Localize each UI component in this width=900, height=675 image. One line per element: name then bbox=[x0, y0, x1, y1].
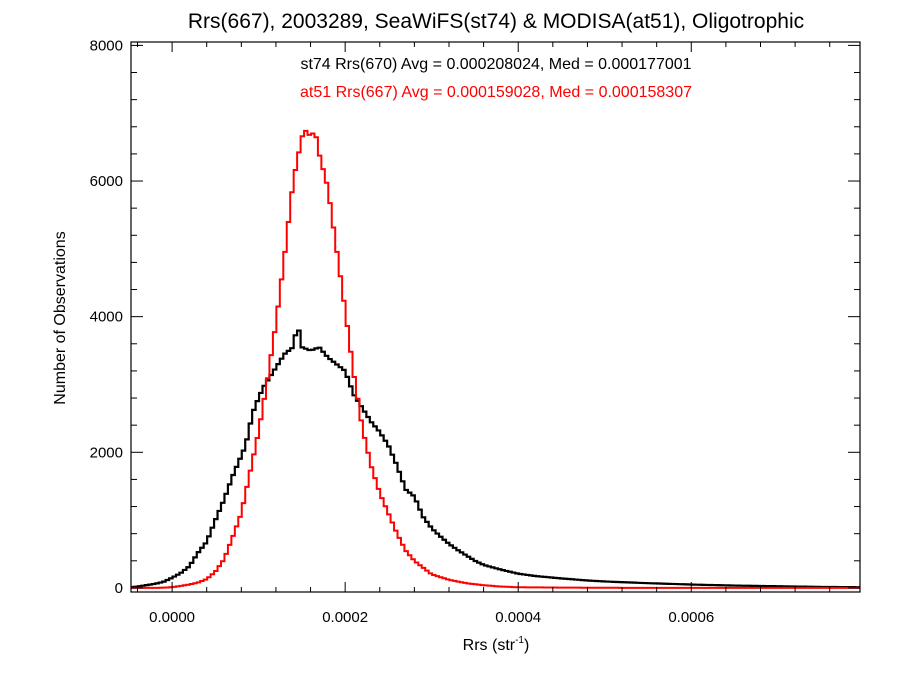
plot-frame bbox=[130, 41, 861, 593]
x-axis-label: Rrs (str-1) bbox=[463, 635, 530, 654]
x-tick-label: 0.0004 bbox=[495, 609, 541, 626]
x-tick-label: 0.0000 bbox=[149, 609, 195, 626]
series-at51-line bbox=[131, 129, 860, 589]
x-tick-label: 0.0002 bbox=[322, 609, 368, 626]
y-tick-label: 8000 bbox=[90, 37, 123, 54]
chart-title: Rrs(667), 2003289, SeaWiFS(st74) & MODIS… bbox=[188, 10, 804, 33]
y-tick-label: 4000 bbox=[90, 309, 123, 326]
annotation-at51: at51 Rrs(667) Avg = 0.000159028, Med = 0… bbox=[300, 84, 692, 101]
series-st74-line bbox=[131, 329, 860, 589]
x-tick-label: 0.0006 bbox=[668, 609, 714, 626]
y-tick-label: 0 bbox=[115, 580, 123, 597]
y-axis-label: Number of Observations bbox=[52, 231, 69, 404]
y-tick-label: 2000 bbox=[90, 444, 123, 461]
y-tick-label: 6000 bbox=[90, 173, 123, 190]
annotation-st74: st74 Rrs(670) Avg = 0.000208024, Med = 0… bbox=[300, 56, 691, 73]
